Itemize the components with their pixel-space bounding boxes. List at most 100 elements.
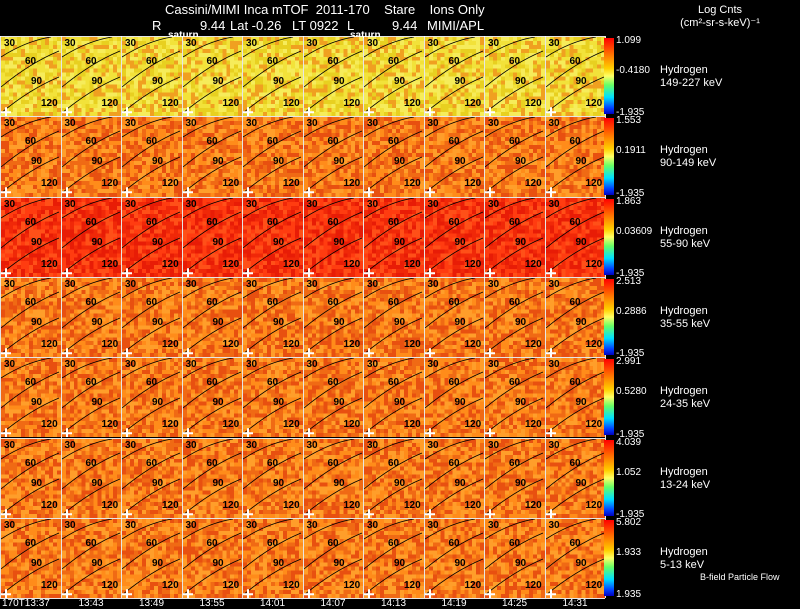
pitch-angle-label: 120 — [464, 98, 482, 109]
counts-image — [485, 197, 545, 277]
pitch-angle-contours — [303, 37, 362, 117]
contour-line — [545, 50, 604, 88]
pitch-angle-label: 90 — [212, 76, 224, 87]
contour-line — [303, 358, 354, 379]
pitch-angle-contours — [122, 197, 181, 277]
sky-image-cell: 30 60 90 120 — [424, 197, 484, 277]
counts-image — [243, 197, 303, 277]
pitch-angle-label: 120 — [525, 338, 542, 350]
pitch-angle-label: 30 — [246, 278, 258, 290]
sky-image-cell: 30 60 90 120 — [61, 518, 121, 599]
spacecraft-marker-icon — [122, 267, 132, 277]
pitch-angle-contours — [303, 358, 362, 438]
grid-divider — [0, 598, 605, 600]
contour-line — [243, 130, 302, 168]
pitch-angle-label: 90 — [333, 477, 345, 489]
pitch-angle-label: 30 — [4, 359, 16, 371]
contour-line — [485, 117, 536, 138]
contour-line — [182, 438, 233, 459]
spacecraft-marker-icon — [1, 428, 11, 438]
pitch-angle-label: 30 — [125, 278, 137, 290]
pitch-angle-label: 30 — [488, 38, 500, 49]
sky-image-cell: 30 60 90 120 — [364, 358, 424, 438]
pitch-angle-label: 60 — [509, 296, 521, 308]
sky-image-cell: 30 60 90 120 — [485, 117, 545, 197]
contour-line — [303, 37, 354, 58]
contour-line — [1, 130, 60, 168]
pitch-angle-label: 120 — [464, 579, 482, 591]
sky-image-cell: 30 60 90 120 — [182, 277, 242, 358]
pitch-angle-label: 30 — [64, 359, 76, 371]
pitch-angle-label: 120 — [343, 338, 361, 350]
colorbar — [604, 278, 614, 356]
pitch-angle-label: 90 — [152, 477, 164, 489]
sky-image-cell: 30 60 90 120 — [182, 117, 242, 197]
sky-image-cell: 30 60 90 120 — [1, 37, 61, 117]
pitch-angle-label: 120 — [283, 178, 300, 190]
pitch-angle-label: 90 — [515, 557, 527, 569]
colorbar-min-value: -1.935 — [616, 428, 645, 440]
pitch-angle-label: 60 — [509, 457, 521, 469]
colorbar — [604, 519, 614, 597]
contour-line — [424, 438, 475, 459]
pitch-angle-label: 90 — [31, 477, 43, 489]
pitch-angle-label: 120 — [404, 419, 421, 431]
sky-image-cell: 30 60 90 120 — [545, 438, 605, 518]
contour-line — [545, 452, 604, 489]
pitch-angle-label: 120 — [525, 499, 542, 511]
counts-image — [182, 197, 242, 277]
pitch-angle-label: 60 — [25, 537, 37, 549]
pitch-angle-label: 90 — [91, 397, 103, 409]
counts-image — [61, 277, 121, 358]
pitch-angle-contours — [485, 197, 544, 277]
sky-image-cell: 30 60 90 120 — [545, 117, 605, 197]
r-label: R — [152, 18, 162, 33]
pitch-angle-label: 120 — [101, 258, 119, 270]
spacecraft-marker-icon — [182, 428, 193, 438]
pitch-angle-label: 90 — [31, 557, 43, 569]
pitch-angle-label: 60 — [569, 136, 581, 148]
pitch-angle-label: 120 — [585, 579, 603, 591]
contour-line — [1, 358, 52, 379]
units-line1: Log Cnts — [697, 4, 743, 16]
pitch-angle-label: 90 — [575, 156, 587, 168]
time-tick-label: 170T13:37 — [2, 598, 50, 609]
contour-line — [485, 291, 544, 329]
contour-line — [545, 518, 596, 540]
pitch-angle-label: 120 — [222, 419, 240, 431]
colorbar-min-value: -1.935 — [616, 508, 645, 520]
pitch-angle-label: 60 — [448, 56, 460, 67]
contour-line — [303, 211, 362, 248]
pitch-angle-contours — [303, 117, 362, 197]
pitch-angle-label: 90 — [31, 236, 43, 248]
sky-image-cell: 30 60 90 120 — [424, 358, 484, 438]
pitch-angle-label: 120 — [525, 258, 542, 270]
pitch-angle-label: 60 — [267, 537, 279, 549]
counts-image — [61, 438, 121, 518]
pitch-angle-contours — [364, 358, 423, 438]
pitch-angle-label: 90 — [273, 156, 285, 168]
spacecraft-marker-icon — [243, 107, 253, 117]
pitch-angle-label: 90 — [394, 397, 406, 409]
contour-line — [61, 37, 112, 58]
contour-line — [303, 50, 362, 88]
source-label: MIMI/APL — [427, 18, 485, 33]
spacecraft-marker-icon — [424, 589, 435, 599]
contour-line — [424, 37, 475, 58]
spacecraft-marker-icon — [182, 107, 193, 117]
energy-range-label: 5-13 keV — [660, 558, 705, 571]
contour-line — [485, 197, 536, 218]
pitch-angle-label: 120 — [162, 338, 179, 350]
spacecraft-marker-icon — [485, 508, 495, 518]
spacecraft-marker-icon — [122, 428, 132, 438]
counts-image — [485, 518, 545, 599]
pitch-angle-contours — [243, 438, 302, 518]
counts-image — [61, 37, 121, 117]
pitch-angle-label: 90 — [31, 76, 43, 87]
pitch-angle-label: 120 — [343, 98, 361, 109]
sky-image-cell: 30 60 90 120 — [485, 197, 545, 277]
counts-image — [545, 358, 605, 438]
pitch-angle-label: 120 — [525, 98, 542, 109]
spacecraft-marker-icon — [485, 589, 495, 599]
pitch-angle-label: 60 — [327, 537, 339, 549]
